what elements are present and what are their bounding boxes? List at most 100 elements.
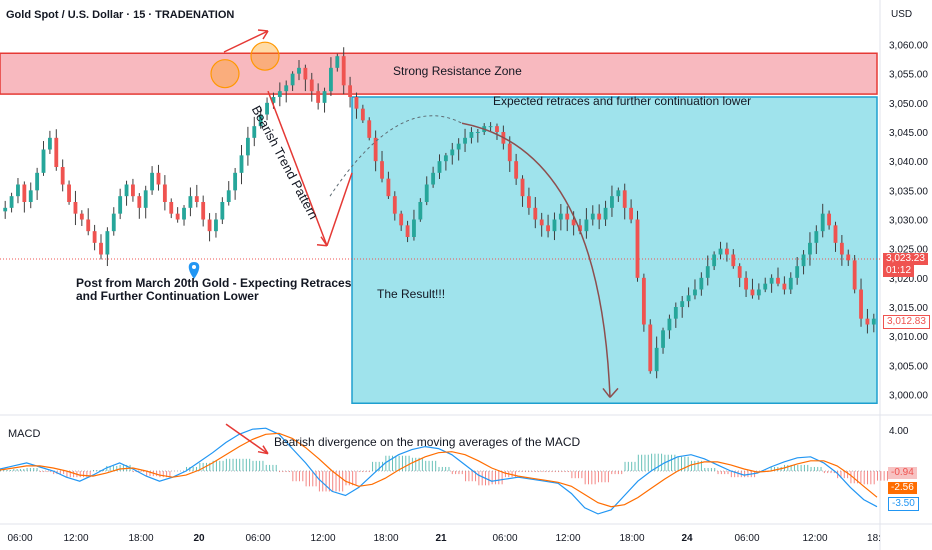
candle-body bbox=[156, 172, 161, 185]
macd-histogram-bar bbox=[86, 471, 88, 478]
macd-histogram-bar bbox=[252, 460, 254, 472]
macd-histogram-bar bbox=[49, 471, 51, 473]
macd-histogram-bar bbox=[820, 466, 822, 472]
time-tick-label: 12:00 bbox=[555, 533, 580, 544]
macd-histogram-bar bbox=[109, 465, 111, 472]
macd-histogram-bar bbox=[199, 462, 201, 472]
macd-histogram-bar bbox=[242, 458, 244, 472]
macd-histogram-bar bbox=[19, 469, 21, 472]
candle-body bbox=[175, 213, 180, 220]
result-box bbox=[351, 96, 878, 404]
macd-histogram-bar bbox=[365, 471, 367, 473]
candle-body bbox=[60, 167, 65, 185]
macd-histogram-bar bbox=[46, 471, 48, 473]
candle-body bbox=[859, 289, 863, 319]
candle-body bbox=[367, 120, 372, 138]
candle-body bbox=[590, 213, 595, 220]
macd-histogram-bar bbox=[391, 455, 393, 472]
macd-histogram-bar bbox=[461, 471, 463, 475]
macd-histogram-bar bbox=[561, 471, 563, 473]
macd-histogram-bar bbox=[587, 471, 589, 485]
macd-histogram-bar bbox=[53, 471, 55, 475]
macd-histogram-bar bbox=[116, 465, 118, 472]
time-tick-label: 18:00 bbox=[619, 533, 644, 544]
price-tick-label: 3,020.00 bbox=[889, 274, 928, 285]
candle-body bbox=[214, 219, 218, 232]
macd-histogram-bar bbox=[106, 465, 108, 472]
macd-histogram-bar bbox=[348, 471, 350, 486]
macd-histogram-bar bbox=[69, 471, 71, 478]
macd-histogram-bar bbox=[627, 461, 629, 472]
macd-histogram-bar bbox=[478, 471, 480, 486]
candle-body bbox=[584, 219, 589, 232]
macd-histogram-bar bbox=[212, 460, 214, 472]
macd-histogram-bar bbox=[338, 471, 340, 492]
macd-histogram-bar bbox=[445, 466, 447, 472]
macd-histogram-bar bbox=[382, 461, 384, 472]
macd-histogram-bar bbox=[289, 471, 291, 473]
candle-body bbox=[565, 213, 570, 220]
candle-body bbox=[527, 196, 531, 208]
candle-body bbox=[539, 219, 544, 226]
macd-histogram-bar bbox=[714, 467, 716, 472]
macd-histogram-bar bbox=[455, 471, 457, 475]
macd-histogram-bar bbox=[548, 471, 550, 473]
macd-histogram-bar bbox=[790, 464, 792, 472]
macd-histogram-bar bbox=[564, 471, 566, 473]
candle-body bbox=[348, 85, 352, 97]
expected-arc bbox=[329, 115, 463, 197]
macd-histogram-bar bbox=[883, 471, 885, 481]
trend-rebound-line bbox=[326, 172, 353, 246]
macd-histogram-bar bbox=[661, 453, 663, 472]
macd-histogram-bar bbox=[734, 471, 736, 478]
candle-body bbox=[635, 219, 640, 278]
macd-histogram-bar bbox=[770, 466, 772, 472]
candle-body bbox=[495, 126, 499, 132]
macd-histogram-bar bbox=[681, 456, 683, 472]
candle-body bbox=[788, 277, 793, 290]
macd-histogram-bar bbox=[687, 456, 689, 472]
time-tick-label: 18:00 bbox=[373, 533, 398, 544]
macd-histogram-bar bbox=[259, 460, 261, 472]
macd-histogram-bar bbox=[544, 471, 546, 473]
price-tick-label: 3,060.00 bbox=[889, 41, 928, 52]
candle-body bbox=[284, 85, 289, 92]
candle-body bbox=[271, 97, 276, 103]
candle-body bbox=[852, 260, 857, 290]
candle-body bbox=[303, 67, 308, 80]
candle-body bbox=[756, 289, 761, 296]
divergence-label: Bearish divergence on the moving average… bbox=[274, 435, 581, 449]
candle-body bbox=[616, 190, 621, 197]
candle-body bbox=[169, 202, 174, 214]
macd-histogram-bar bbox=[541, 471, 543, 473]
candle-body bbox=[373, 137, 378, 162]
candle-body bbox=[801, 254, 806, 267]
candle-body bbox=[846, 254, 851, 261]
macd-histogram-bar bbox=[192, 466, 194, 472]
macd-histogram-bar bbox=[774, 466, 776, 472]
candle-body bbox=[776, 277, 780, 284]
macd-histogram-bar bbox=[837, 471, 839, 479]
macd-histogram-bar bbox=[83, 471, 85, 478]
macd-histogram-bar bbox=[857, 471, 859, 484]
candle-body bbox=[724, 248, 729, 255]
candle-body bbox=[463, 137, 467, 144]
macd-histogram-bar bbox=[880, 471, 882, 481]
macd-histogram-bar bbox=[737, 471, 739, 478]
trend-arrow-line bbox=[267, 90, 328, 247]
macd-histogram-bar bbox=[511, 471, 513, 478]
macd-histogram-bar bbox=[810, 466, 812, 472]
divergence-arrow-line bbox=[225, 423, 269, 455]
candle-body bbox=[105, 231, 110, 255]
macd-histogram-bar bbox=[269, 464, 271, 472]
time-tick-label: 12:00 bbox=[802, 533, 827, 544]
macd-signal-tag: -2.56 bbox=[888, 482, 917, 494]
candle-body bbox=[28, 190, 33, 202]
candle-body bbox=[277, 91, 282, 97]
candle-body bbox=[220, 202, 225, 220]
macd-histogram-bar bbox=[744, 471, 746, 478]
macd-histogram-bar bbox=[514, 471, 516, 478]
macd-histogram-bar bbox=[684, 456, 686, 472]
symbol-title: Gold Spot / U.S. Dollar · 15 · TRADENATI… bbox=[6, 9, 235, 21]
